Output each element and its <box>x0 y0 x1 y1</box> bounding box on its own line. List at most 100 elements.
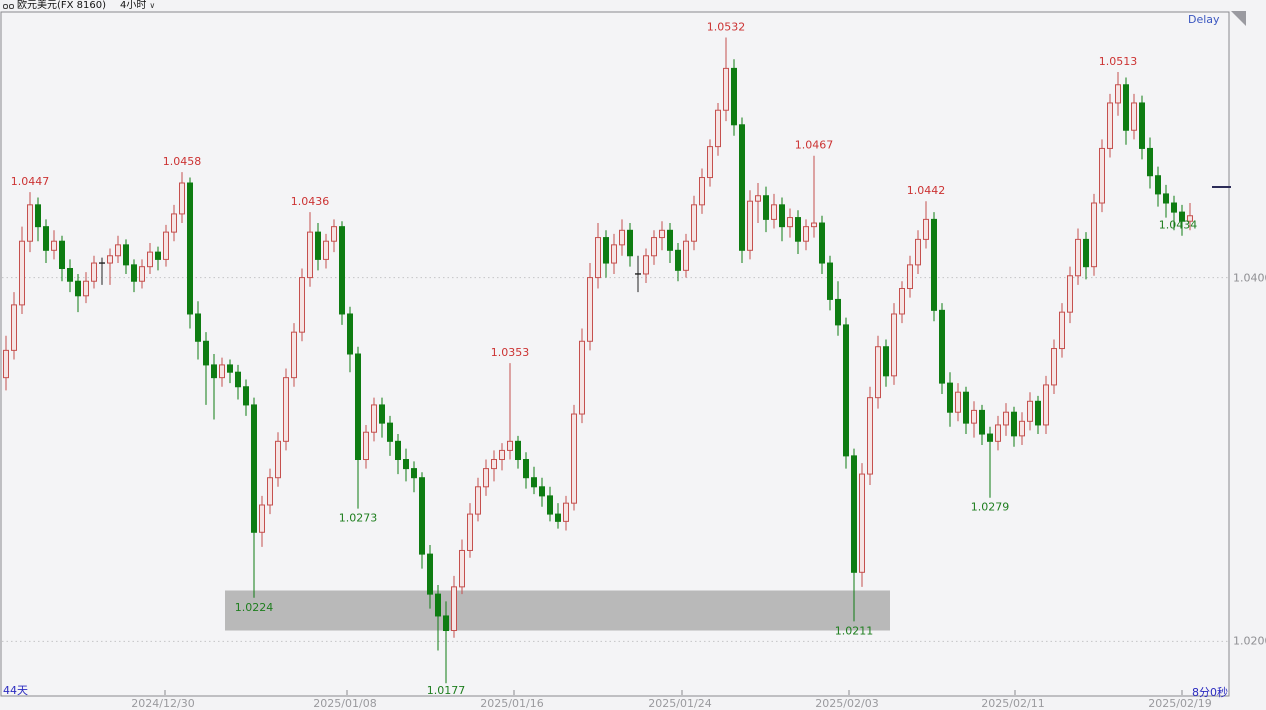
candle-up <box>683 240 689 271</box>
candle-up <box>1003 411 1009 426</box>
candle-down <box>851 455 857 573</box>
candle-up <box>1115 84 1121 104</box>
candle-up <box>651 237 657 257</box>
candle-down <box>779 204 785 228</box>
swing-low-label: 1.0273 <box>339 512 378 525</box>
candle-down <box>963 391 969 424</box>
candle-up <box>459 549 465 588</box>
candle-up <box>899 288 905 315</box>
last-price-marker <box>1212 185 1231 188</box>
swing-low-label: 1.0211 <box>835 624 874 637</box>
candle-down <box>67 268 73 282</box>
candle-down <box>763 195 769 220</box>
candle-up <box>139 266 145 282</box>
candle-down <box>819 222 825 264</box>
candle-up <box>875 346 881 399</box>
candle-up <box>331 226 337 242</box>
candle-down <box>979 409 985 435</box>
x-axis-date-label: 2025/01/16 <box>480 697 544 710</box>
chevron-down-icon[interactable]: ∨ <box>149 1 156 10</box>
candle-up <box>923 218 929 240</box>
candle-up <box>859 473 865 573</box>
candle-up <box>723 67 729 111</box>
candle-up <box>259 504 265 533</box>
candle-up <box>171 213 177 233</box>
candle-up <box>915 238 921 266</box>
candle-up <box>363 431 369 461</box>
candle-down <box>987 433 993 442</box>
candle-down <box>515 440 521 461</box>
candle-down <box>395 440 401 461</box>
candle-up <box>491 459 497 470</box>
candle-up <box>755 195 761 202</box>
candle-up <box>507 440 513 451</box>
candle-down <box>1139 102 1145 149</box>
candle-down <box>251 404 257 533</box>
candle-up <box>499 449 505 461</box>
candle-down <box>1083 238 1089 268</box>
candle-down <box>347 313 353 355</box>
candle-down <box>843 324 849 457</box>
candle-down <box>1171 202 1177 213</box>
candle-up <box>587 277 593 342</box>
candle-up <box>1107 102 1113 149</box>
timeframe-label[interactable]: 4小时 <box>120 0 147 11</box>
candle-up <box>19 240 25 306</box>
candle-up <box>867 397 873 475</box>
candle-up <box>1091 202 1097 268</box>
candle-up <box>219 364 225 379</box>
candle-up <box>275 440 281 479</box>
candle-down <box>131 264 137 282</box>
candle-up <box>659 229 665 239</box>
candle-up <box>643 255 649 275</box>
candle-up <box>299 277 305 333</box>
candle-up <box>291 331 297 379</box>
delay-badge: Delay <box>1188 13 1220 26</box>
candle-up <box>107 255 113 264</box>
candle-up <box>955 391 961 413</box>
candle-up <box>483 468 489 488</box>
candle-down <box>835 298 841 326</box>
candle-down <box>539 486 545 497</box>
candle-up <box>115 244 121 257</box>
swing-high-label: 1.0353 <box>491 346 530 359</box>
candle-down <box>123 244 129 266</box>
candle-up <box>323 240 329 260</box>
candle-up <box>27 204 33 242</box>
candle-down <box>1179 211 1185 222</box>
swing-high-label: 1.0458 <box>163 155 202 168</box>
candle-down <box>187 182 193 315</box>
candle-down <box>603 237 609 264</box>
candle-down <box>435 593 441 617</box>
bar-countdown: 8分0秒 <box>1192 686 1228 699</box>
support-zone-band <box>225 590 890 631</box>
candle-up <box>747 200 753 251</box>
candle-down <box>155 251 161 260</box>
candle-up <box>715 109 721 148</box>
candle-up <box>1051 348 1057 386</box>
candle-up <box>803 226 809 242</box>
x-axis-date-label: 2025/01/08 <box>313 697 377 710</box>
y-axis-label: 1.0200 <box>1233 634 1266 648</box>
candle-down <box>403 459 409 470</box>
candle-down <box>1147 147 1153 177</box>
corner-fold-icon[interactable] <box>1231 11 1246 26</box>
candle-down <box>195 313 201 342</box>
x-axis-date-label: 2025/02/11 <box>981 697 1045 710</box>
candle-up <box>595 237 601 279</box>
candle-up <box>1027 400 1033 422</box>
candle-down <box>315 231 321 260</box>
candle-down <box>675 249 681 271</box>
candle-down <box>531 477 537 488</box>
x-axis-date-label: 2024/12/30 <box>131 697 195 710</box>
swing-high-label: 1.0532 <box>707 20 746 33</box>
candle-down <box>1011 411 1017 437</box>
swing-low-label: 1.0434 <box>1159 219 1198 232</box>
candle-up <box>163 231 169 260</box>
candle-down <box>411 468 417 479</box>
candle-up <box>1131 102 1137 131</box>
candle-up <box>1067 275 1073 313</box>
candle-down <box>419 477 425 555</box>
candle-down <box>443 615 449 632</box>
